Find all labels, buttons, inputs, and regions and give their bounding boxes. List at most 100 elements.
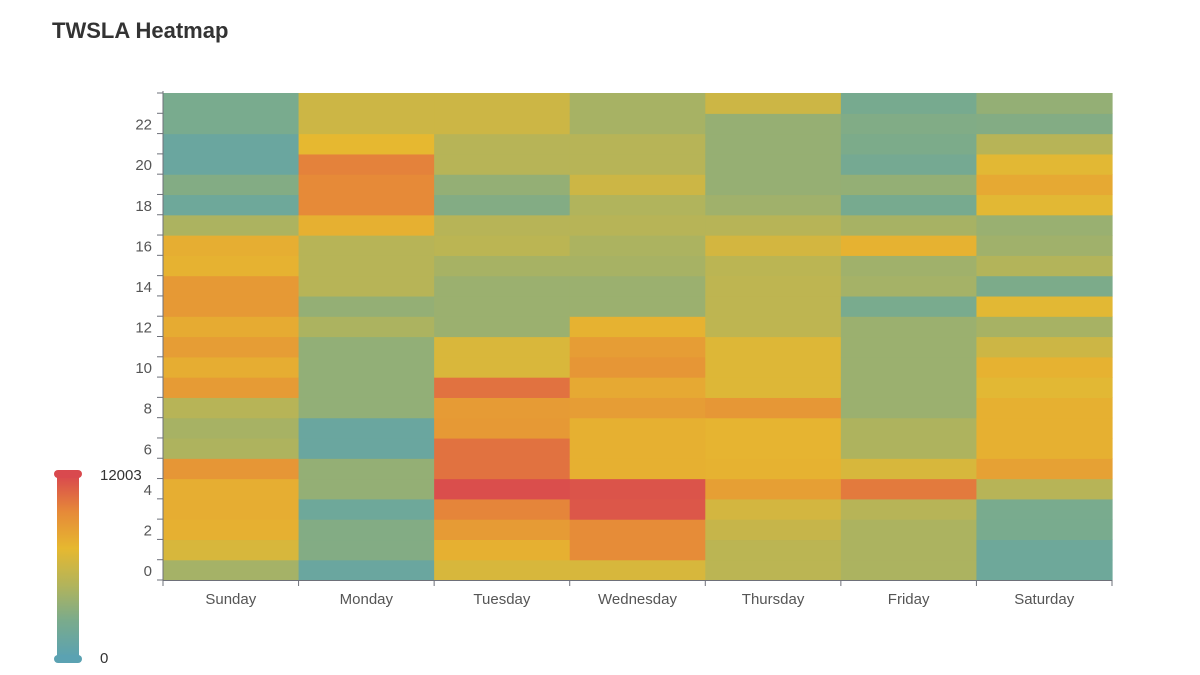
heatmap-cell-friday-3[interactable] <box>840 498 978 520</box>
heatmap-cell-sunday-14[interactable] <box>163 275 300 297</box>
heatmap-cell-tuesday-23[interactable] <box>434 93 571 114</box>
heatmap-cell-saturday-1[interactable] <box>976 539 1113 561</box>
heatmap-cell-friday-7[interactable] <box>840 417 978 439</box>
heatmap-cell-sunday-12[interactable] <box>163 316 300 338</box>
heatmap-cell-saturday-18[interactable] <box>976 194 1113 216</box>
heatmap-cell-thursday-21[interactable] <box>705 133 842 155</box>
heatmap-cell-friday-22[interactable] <box>840 113 978 135</box>
heatmap-cell-saturday-14[interactable] <box>976 275 1113 297</box>
heatmap-cell-friday-1[interactable] <box>840 539 978 561</box>
heatmap-cell-thursday-4[interactable] <box>705 478 842 500</box>
heatmap-cell-thursday-15[interactable] <box>705 255 842 277</box>
heatmap-cell-sunday-15[interactable] <box>163 255 300 277</box>
heatmap-cell-wednesday-11[interactable] <box>569 336 706 358</box>
heatmap-cell-saturday-22[interactable] <box>976 113 1113 135</box>
heatmap-cell-thursday-20[interactable] <box>705 153 842 175</box>
heatmap-cell-saturday-21[interactable] <box>976 133 1113 155</box>
heatmap-cell-sunday-22[interactable] <box>163 113 300 135</box>
heatmap-cell-friday-21[interactable] <box>840 133 978 155</box>
heatmap-cell-wednesday-22[interactable] <box>569 113 706 135</box>
heatmap-cell-wednesday-6[interactable] <box>569 437 706 459</box>
heatmap-cell-monday-10[interactable] <box>298 356 435 378</box>
heatmap-cell-monday-3[interactable] <box>298 498 435 520</box>
heatmap-cell-thursday-22[interactable] <box>705 113 842 135</box>
heatmap-cell-friday-11[interactable] <box>840 336 978 358</box>
heatmap-cell-tuesday-2[interactable] <box>434 519 571 541</box>
heatmap-cell-monday-11[interactable] <box>298 336 435 358</box>
heatmap-cell-tuesday-3[interactable] <box>434 498 571 520</box>
heatmap-cell-saturday-20[interactable] <box>976 153 1113 175</box>
visual-map-min-handle[interactable] <box>54 655 82 663</box>
heatmap-cell-tuesday-4[interactable] <box>434 478 571 500</box>
heatmap-cell-tuesday-17[interactable] <box>434 214 571 236</box>
heatmap-cell-sunday-6[interactable] <box>163 437 300 459</box>
heatmap-cell-wednesday-19[interactable] <box>569 174 706 196</box>
heatmap-cell-thursday-3[interactable] <box>705 498 842 520</box>
heatmap-cell-tuesday-6[interactable] <box>434 437 571 459</box>
heatmap-cell-monday-9[interactable] <box>298 377 435 398</box>
heatmap-cell-friday-8[interactable] <box>840 397 978 419</box>
heatmap-cell-wednesday-13[interactable] <box>569 295 706 317</box>
heatmap-cell-wednesday-8[interactable] <box>569 397 706 419</box>
heatmap-cell-thursday-1[interactable] <box>705 539 842 561</box>
heatmap-cell-tuesday-22[interactable] <box>434 113 571 135</box>
heatmap-cell-saturday-2[interactable] <box>976 519 1113 541</box>
heatmap-cell-friday-9[interactable] <box>840 377 978 398</box>
heatmap-cell-tuesday-20[interactable] <box>434 153 571 175</box>
heatmap-cell-friday-14[interactable] <box>840 275 978 297</box>
heatmap-cell-monday-17[interactable] <box>298 214 435 236</box>
heatmap-cell-wednesday-18[interactable] <box>569 194 706 216</box>
heatmap-cell-sunday-2[interactable] <box>163 519 300 541</box>
heatmap-cell-friday-10[interactable] <box>840 356 978 378</box>
heatmap-cell-friday-5[interactable] <box>840 458 978 480</box>
heatmap-cell-monday-23[interactable] <box>298 93 435 114</box>
heatmap-cell-friday-13[interactable] <box>840 295 978 317</box>
heatmap-cell-tuesday-7[interactable] <box>434 417 571 439</box>
heatmap-cell-saturday-11[interactable] <box>976 336 1113 358</box>
heatmap-cell-thursday-16[interactable] <box>705 235 842 256</box>
heatmap-cell-sunday-3[interactable] <box>163 498 300 520</box>
heatmap-cell-sunday-17[interactable] <box>163 214 300 236</box>
heatmap-cell-tuesday-15[interactable] <box>434 255 571 277</box>
heatmap-cell-friday-0[interactable] <box>840 559 978 581</box>
heatmap-cell-friday-2[interactable] <box>840 519 978 541</box>
heatmap-cell-saturday-7[interactable] <box>976 417 1113 439</box>
heatmap-cell-monday-12[interactable] <box>298 316 435 338</box>
heatmap-cell-monday-13[interactable] <box>298 295 435 317</box>
heatmap-cell-tuesday-8[interactable] <box>434 397 571 419</box>
heatmap-cell-monday-2[interactable] <box>298 519 435 541</box>
heatmap-cell-tuesday-16[interactable] <box>434 235 571 256</box>
heatmap-cell-sunday-4[interactable] <box>163 478 300 500</box>
heatmap-cell-saturday-0[interactable] <box>976 559 1113 581</box>
heatmap-cell-saturday-3[interactable] <box>976 498 1113 520</box>
heatmap-cell-wednesday-0[interactable] <box>569 559 706 581</box>
heatmap-cell-saturday-6[interactable] <box>976 437 1113 459</box>
heatmap-cell-tuesday-5[interactable] <box>434 458 571 480</box>
heatmap-cell-friday-19[interactable] <box>840 174 978 196</box>
heatmap-cell-sunday-18[interactable] <box>163 194 300 216</box>
heatmap-cell-sunday-7[interactable] <box>163 417 300 439</box>
heatmap-cell-sunday-5[interactable] <box>163 458 300 480</box>
heatmap-cell-saturday-9[interactable] <box>976 377 1113 398</box>
heatmap-cell-monday-14[interactable] <box>298 275 435 297</box>
heatmap-cell-sunday-13[interactable] <box>163 295 300 317</box>
heatmap-cell-monday-20[interactable] <box>298 153 435 175</box>
heatmap-cell-sunday-8[interactable] <box>163 397 300 419</box>
heatmap-cell-wednesday-17[interactable] <box>569 214 706 236</box>
heatmap-cell-thursday-0[interactable] <box>705 559 842 581</box>
heatmap-cell-wednesday-9[interactable] <box>569 377 706 398</box>
heatmap-cell-sunday-19[interactable] <box>163 174 300 196</box>
heatmap-cell-monday-5[interactable] <box>298 458 435 480</box>
heatmap-cell-sunday-0[interactable] <box>163 559 300 581</box>
heatmap-cell-thursday-8[interactable] <box>705 397 842 419</box>
heatmap-cell-thursday-10[interactable] <box>705 356 842 378</box>
heatmap-cell-wednesday-15[interactable] <box>569 255 706 277</box>
heatmap-cell-monday-4[interactable] <box>298 478 435 500</box>
heatmap-cell-saturday-16[interactable] <box>976 235 1113 256</box>
heatmap-cell-thursday-12[interactable] <box>705 316 842 338</box>
heatmap-cell-thursday-14[interactable] <box>705 275 842 297</box>
heatmap-cell-sunday-16[interactable] <box>163 235 300 256</box>
heatmap-cell-tuesday-9[interactable] <box>434 377 571 398</box>
heatmap-cell-thursday-7[interactable] <box>705 417 842 439</box>
heatmap-cell-sunday-1[interactable] <box>163 539 300 561</box>
